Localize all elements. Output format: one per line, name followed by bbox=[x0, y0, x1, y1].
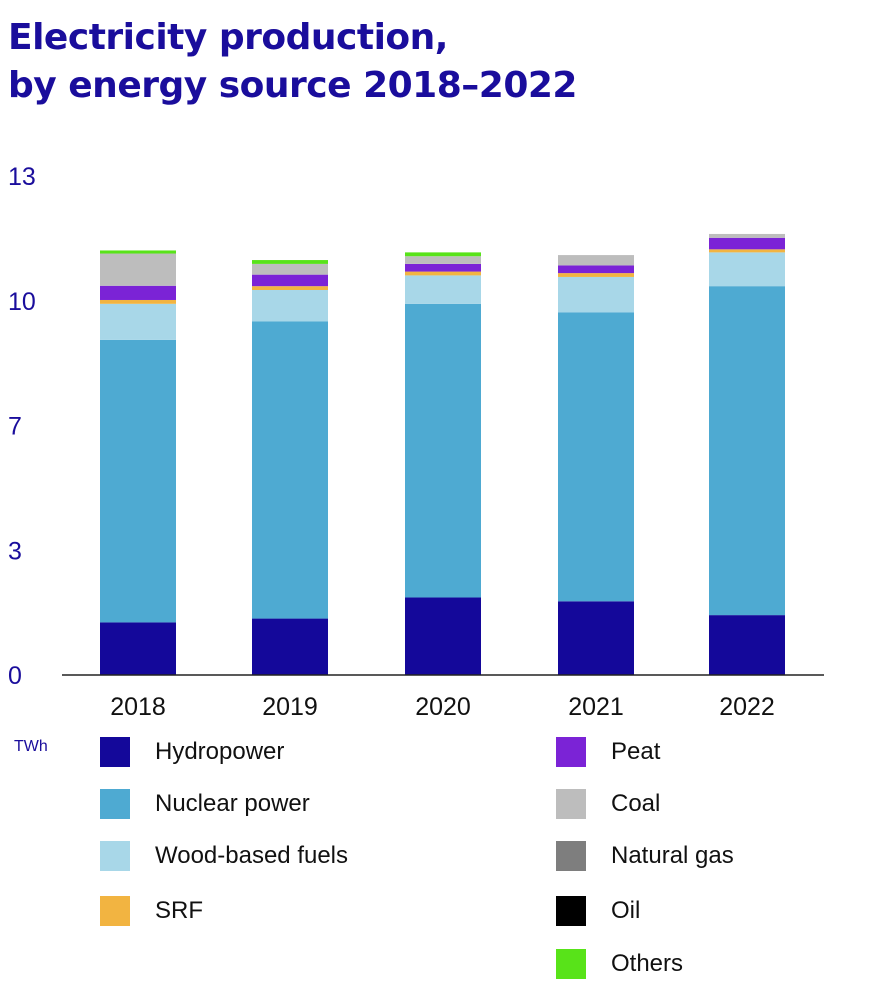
bar-segment-coal-2018 bbox=[100, 253, 176, 286]
y-tick-label: 0 bbox=[8, 662, 22, 690]
bar-segment-wood-based-fuels-2019 bbox=[252, 290, 328, 322]
legend-label: Hydropower bbox=[155, 738, 285, 765]
bar-segment-hydropower-2018 bbox=[100, 622, 176, 675]
legend-label: Nuclear power bbox=[155, 790, 310, 817]
bar-segment-hydropower-2021 bbox=[558, 601, 634, 675]
legend-label: Wood-based fuels bbox=[155, 842, 349, 869]
legend-label: Coal bbox=[611, 790, 661, 817]
bar-segment-others-2018 bbox=[100, 250, 176, 254]
legend-item: Hydropower bbox=[100, 737, 284, 767]
legend-swatch bbox=[556, 949, 586, 979]
bar-segment-coal-2020 bbox=[405, 256, 481, 264]
legend-item: SRF bbox=[100, 896, 203, 926]
chart-title: Electricity production, by energy source… bbox=[8, 14, 577, 110]
bar-segment-coal-2019 bbox=[252, 263, 328, 275]
legend-item: Peat bbox=[556, 737, 660, 767]
legend-swatch bbox=[556, 789, 586, 819]
legend-swatch bbox=[100, 841, 130, 871]
bar-segment-coal-2021 bbox=[558, 255, 634, 266]
bar-segment-peat-2019 bbox=[252, 274, 328, 287]
x-tick-label: 2019 bbox=[262, 693, 318, 721]
bar-segment-nuclear-power-2019 bbox=[252, 321, 328, 619]
bar-segment-nuclear-power-2020 bbox=[405, 303, 481, 598]
bar-segment-wood-based-fuels-2022 bbox=[709, 252, 785, 287]
legend-item: Oil bbox=[556, 896, 640, 926]
bar-segment-hydropower-2020 bbox=[405, 597, 481, 675]
legend-swatch bbox=[100, 737, 130, 767]
x-tick-label: 2022 bbox=[719, 693, 775, 721]
bar-segment-srf-2022 bbox=[709, 249, 785, 253]
bar-segment-peat-2018 bbox=[100, 285, 176, 300]
legend-swatch bbox=[556, 737, 586, 767]
bar-segment-srf-2018 bbox=[100, 299, 176, 304]
legend-item: Nuclear power bbox=[100, 789, 310, 819]
bar-segment-wood-based-fuels-2021 bbox=[558, 276, 634, 313]
legend-swatch bbox=[556, 896, 586, 926]
chart-title-line-2: by energy source 2018–2022 bbox=[8, 65, 577, 106]
stacked-bar-chart: 0 3 7 10 13 2018 2019 2020 2021 2022 bbox=[8, 163, 824, 721]
legend-swatch bbox=[556, 841, 586, 871]
bar-segment-wood-based-fuels-2018 bbox=[100, 303, 176, 340]
bar-segment-hydropower-2022 bbox=[709, 615, 785, 675]
legend-label: Others bbox=[611, 950, 684, 977]
y-tick-label: 13 bbox=[8, 163, 36, 191]
legend-swatch bbox=[100, 789, 130, 819]
x-tick-label: 2018 bbox=[110, 693, 166, 721]
x-tick-label: 2021 bbox=[568, 693, 624, 721]
legend-label: Natural gas bbox=[611, 842, 734, 869]
bar-segment-nuclear-power-2018 bbox=[100, 339, 176, 623]
bar-segment-srf-2021 bbox=[558, 273, 634, 277]
bar-segment-others-2019 bbox=[252, 260, 328, 264]
y-tick-label: 10 bbox=[8, 288, 36, 316]
unit-label: TWh bbox=[14, 738, 48, 755]
bar-segment-peat-2021 bbox=[558, 265, 634, 274]
bar-segment-wood-based-fuels-2020 bbox=[405, 275, 481, 304]
bar-segment-coal-2022 bbox=[709, 233, 785, 238]
legend-label: SRF bbox=[155, 897, 203, 924]
y-tick-label: 3 bbox=[8, 537, 22, 565]
bar-segment-hydropower-2019 bbox=[252, 618, 328, 675]
legend-item: Natural gas bbox=[556, 841, 734, 871]
legend-swatch bbox=[100, 896, 130, 926]
bar-segment-peat-2020 bbox=[405, 263, 481, 272]
legend-item: Coal bbox=[556, 789, 660, 819]
bar-segment-srf-2019 bbox=[252, 286, 328, 291]
x-tick-label: 2020 bbox=[415, 693, 471, 721]
chart-title-line-1: Electricity production, bbox=[8, 17, 448, 58]
bar-segment-others-2020 bbox=[405, 252, 481, 257]
y-tick-label: 7 bbox=[8, 413, 22, 441]
legend-item: Others bbox=[556, 949, 683, 979]
legend-item: Wood-based fuels bbox=[100, 841, 348, 871]
bar-segment-nuclear-power-2021 bbox=[558, 312, 634, 602]
bar-segment-nuclear-power-2022 bbox=[709, 286, 785, 616]
legend-label: Peat bbox=[611, 738, 661, 765]
bar-segment-srf-2020 bbox=[405, 271, 481, 276]
legend-label: Oil bbox=[611, 897, 641, 924]
bar-segment-peat-2022 bbox=[709, 237, 785, 250]
